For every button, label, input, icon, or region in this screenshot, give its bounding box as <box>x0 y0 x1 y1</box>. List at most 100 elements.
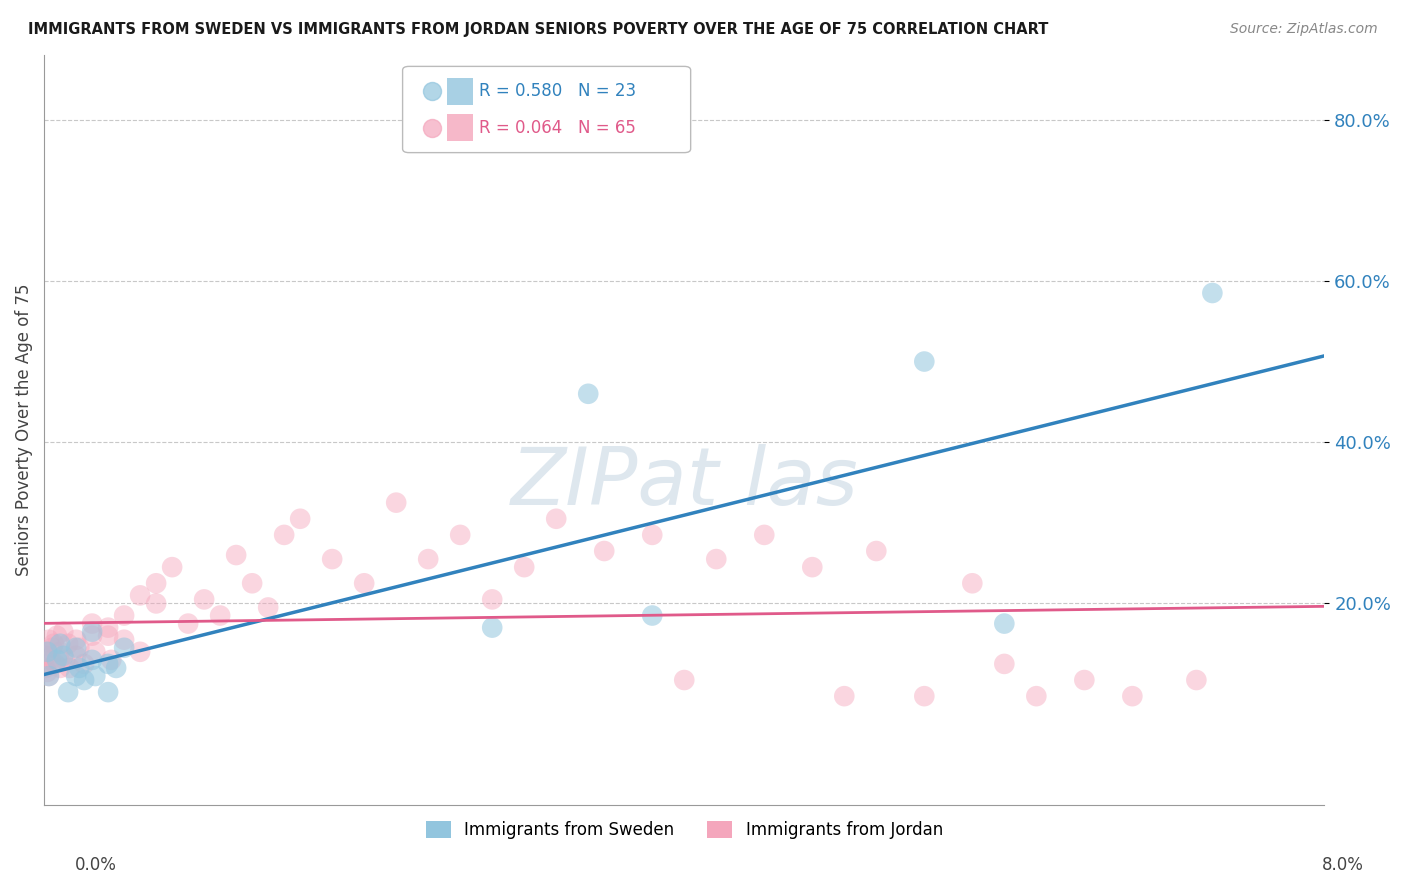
Point <box>73 657 96 671</box>
Point <box>593 544 616 558</box>
Point <box>49 637 72 651</box>
Point <box>801 560 824 574</box>
Point <box>754 528 776 542</box>
Point <box>65 648 87 663</box>
Point <box>641 528 664 542</box>
Point <box>449 528 471 542</box>
Point <box>832 689 855 703</box>
Text: IMMIGRANTS FROM SWEDEN VS IMMIGRANTS FROM JORDAN SENIORS POVERTY OVER THE AGE OF: IMMIGRANTS FROM SWEDEN VS IMMIGRANTS FRO… <box>28 22 1049 37</box>
Point <box>673 673 696 687</box>
Point <box>353 576 375 591</box>
Point <box>53 653 76 667</box>
Point <box>704 552 727 566</box>
Point <box>37 645 59 659</box>
Point <box>105 661 128 675</box>
Point <box>1121 689 1143 703</box>
Point <box>418 552 440 566</box>
Point <box>1025 689 1047 703</box>
Point <box>177 616 200 631</box>
FancyBboxPatch shape <box>447 114 472 141</box>
Point <box>129 645 152 659</box>
Point <box>82 629 104 643</box>
Point <box>546 512 568 526</box>
Point <box>1073 673 1095 687</box>
Point <box>65 640 87 655</box>
Point <box>209 608 232 623</box>
Point <box>67 640 90 655</box>
Point <box>273 528 295 542</box>
Point <box>56 637 79 651</box>
Point <box>37 645 59 659</box>
Point <box>193 592 215 607</box>
Point <box>45 629 67 643</box>
Point <box>82 624 104 639</box>
Text: ZIPat las: ZIPat las <box>510 443 858 522</box>
Text: R = 0.064   N = 65: R = 0.064 N = 65 <box>479 119 637 136</box>
Point <box>82 653 104 667</box>
Point <box>1201 285 1223 300</box>
Point <box>112 632 135 647</box>
Point <box>1185 673 1208 687</box>
Point <box>84 645 107 659</box>
Point <box>993 616 1015 631</box>
Point <box>481 621 503 635</box>
Point <box>225 548 247 562</box>
Point <box>513 560 536 574</box>
FancyBboxPatch shape <box>447 78 472 105</box>
Point <box>97 685 120 699</box>
FancyBboxPatch shape <box>402 66 690 153</box>
Point <box>49 661 72 675</box>
Point <box>52 648 75 663</box>
Point <box>39 653 62 667</box>
Point <box>35 661 58 675</box>
Point <box>35 648 58 663</box>
Point <box>41 640 63 655</box>
Point <box>481 592 503 607</box>
Point <box>73 673 96 687</box>
Point <box>145 576 167 591</box>
Point <box>84 669 107 683</box>
Point <box>576 386 599 401</box>
Point <box>97 621 120 635</box>
Text: 0.0%: 0.0% <box>75 855 117 873</box>
Point <box>641 608 664 623</box>
Point <box>100 653 122 667</box>
Point <box>112 640 135 655</box>
Point <box>67 661 90 675</box>
Point <box>52 624 75 639</box>
Point <box>112 608 135 623</box>
Point <box>45 653 67 667</box>
Point <box>145 596 167 610</box>
Point <box>962 576 984 591</box>
Point <box>257 600 280 615</box>
Point <box>865 544 887 558</box>
Point <box>385 496 408 510</box>
Y-axis label: Seniors Poverty Over the Age of 75: Seniors Poverty Over the Age of 75 <box>15 284 32 576</box>
Point <box>97 629 120 643</box>
Point <box>38 632 60 647</box>
Legend: Immigrants from Sweden, Immigrants from Jordan: Immigrants from Sweden, Immigrants from … <box>419 814 949 846</box>
Point <box>912 689 935 703</box>
Point <box>912 354 935 368</box>
Point <box>59 661 82 675</box>
Point <box>240 576 263 591</box>
Point <box>288 512 311 526</box>
Point <box>97 657 120 671</box>
Text: Source: ZipAtlas.com: Source: ZipAtlas.com <box>1230 22 1378 37</box>
Point <box>82 616 104 631</box>
Point <box>321 552 343 566</box>
Text: 8.0%: 8.0% <box>1322 855 1364 873</box>
Point <box>65 632 87 647</box>
Point <box>37 665 59 679</box>
Point <box>129 588 152 602</box>
Point <box>44 657 66 671</box>
Point <box>42 637 65 651</box>
Point <box>65 669 87 683</box>
Point <box>38 669 60 683</box>
Point <box>160 560 183 574</box>
Text: R = 0.580   N = 23: R = 0.580 N = 23 <box>479 82 637 101</box>
Point <box>38 669 60 683</box>
Point <box>993 657 1015 671</box>
Point <box>56 685 79 699</box>
Point <box>49 645 72 659</box>
